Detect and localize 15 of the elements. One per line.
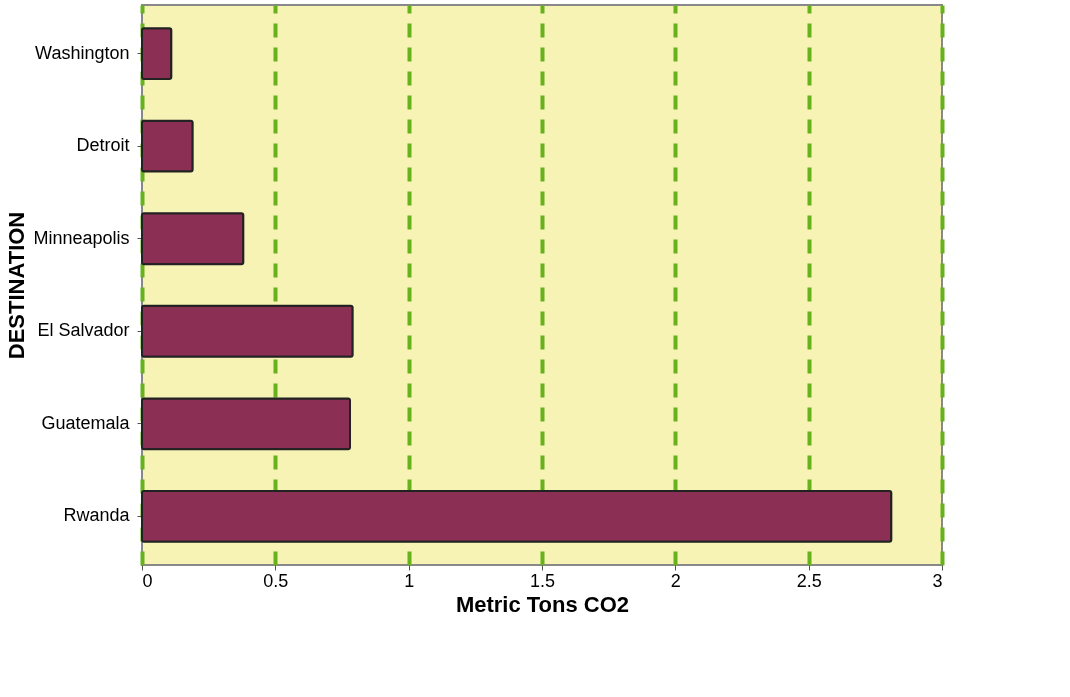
y-tick-label: El Salvador bbox=[37, 320, 130, 341]
y-tick-label: Rwanda bbox=[63, 505, 131, 526]
y-tick-label: Detroit bbox=[76, 135, 130, 156]
y-tick-label: Minneapolis bbox=[33, 227, 130, 248]
y-axis-title: DESTINATION bbox=[4, 211, 30, 360]
x-axis-title: Metric Tons CO2 bbox=[455, 591, 630, 617]
x-tick-label: 0.5 bbox=[263, 570, 289, 591]
y-tick-label: Washington bbox=[35, 42, 130, 63]
x-tick-label: 2 bbox=[670, 570, 681, 591]
x-tick-label: 3 bbox=[932, 570, 943, 591]
x-tick-label: 2.5 bbox=[796, 570, 822, 591]
y-tick-label: Guatemala bbox=[41, 412, 131, 433]
x-tick-label: 1 bbox=[404, 570, 415, 591]
x-tick-label: 0 bbox=[142, 570, 153, 591]
x-tick-label: 1.5 bbox=[529, 570, 556, 591]
